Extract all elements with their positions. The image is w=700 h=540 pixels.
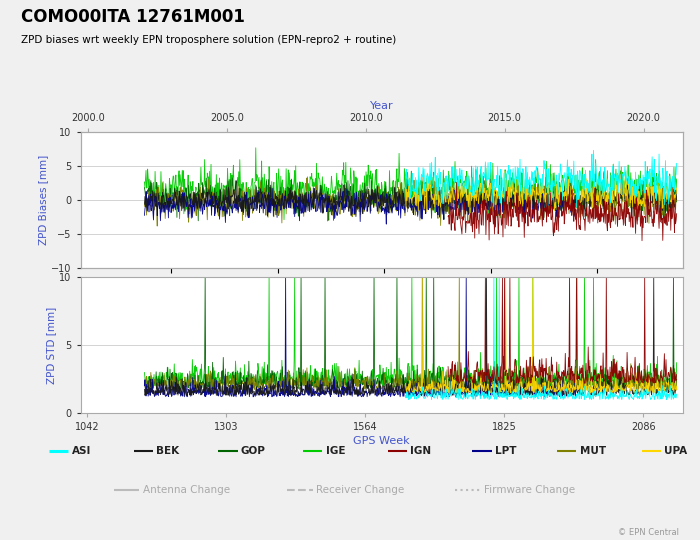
Text: Antenna Change: Antenna Change [143, 485, 230, 495]
X-axis label: GPS Week: GPS Week [354, 436, 410, 446]
Text: UPA: UPA [664, 446, 687, 456]
Text: Receiver Change: Receiver Change [316, 485, 405, 495]
Text: BEK: BEK [156, 446, 179, 456]
Text: IGE: IGE [326, 446, 345, 456]
Text: © EPN Central: © EPN Central [618, 528, 679, 537]
Text: Firmware Change: Firmware Change [484, 485, 575, 495]
Text: MUT: MUT [580, 446, 606, 456]
Text: COMO00ITA 12761M001: COMO00ITA 12761M001 [21, 8, 245, 26]
Y-axis label: ZPD Biases [mm]: ZPD Biases [mm] [38, 155, 48, 245]
Y-axis label: ZPD STD [mm]: ZPD STD [mm] [46, 307, 57, 384]
Text: ZPD biases wrt weekly EPN troposphere solution (EPN-repro2 + routine): ZPD biases wrt weekly EPN troposphere so… [21, 35, 396, 45]
Text: LPT: LPT [495, 446, 517, 456]
Text: GOP: GOP [241, 446, 266, 456]
X-axis label: Year: Year [370, 101, 393, 111]
Text: ASI: ASI [71, 446, 91, 456]
Text: IGN: IGN [410, 446, 431, 456]
